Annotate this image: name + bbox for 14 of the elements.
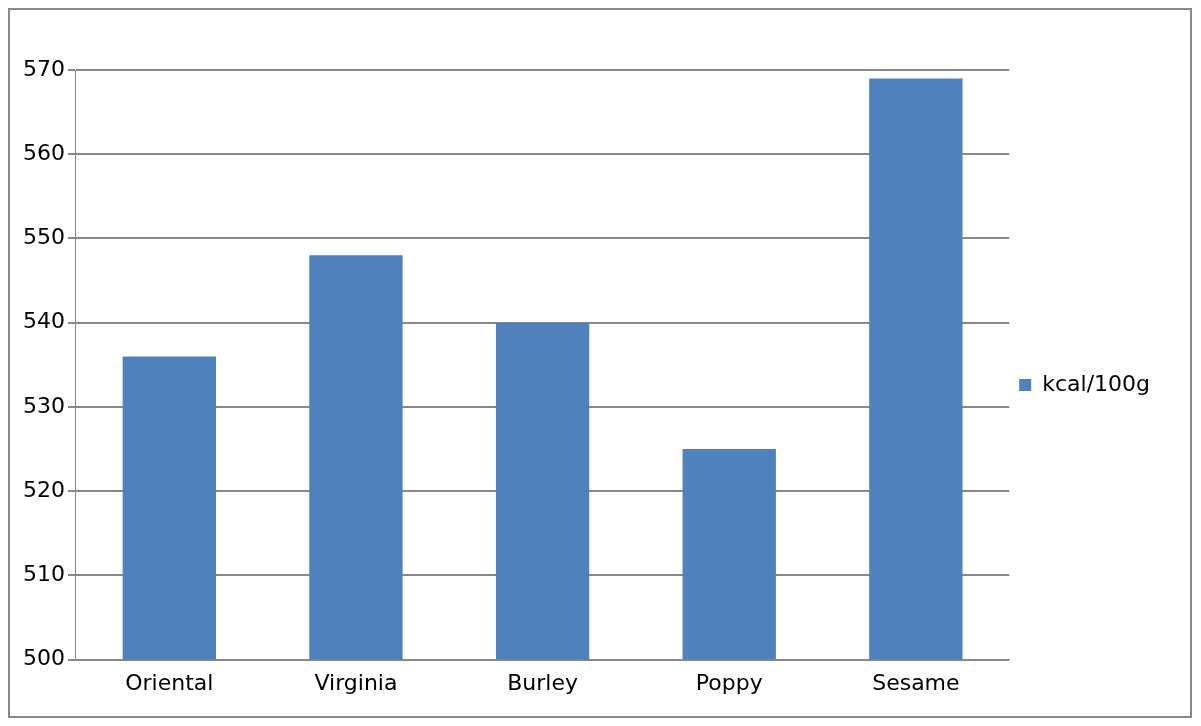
y-tick-label: 530	[22, 392, 65, 418]
y-tick-label: 570	[22, 55, 65, 81]
x-tick-label: Sesame	[872, 669, 960, 695]
legend-label: kcal/100g	[1042, 370, 1151, 396]
x-tick-label: Burley	[507, 669, 578, 695]
x-tick-label: Oriental	[125, 669, 214, 695]
x-tick-label: Virginia	[314, 669, 398, 695]
y-tick-label: 560	[22, 139, 65, 165]
y-tick-label: 520	[22, 476, 65, 502]
y-tick-label: 510	[22, 561, 65, 587]
y-tick-label: 550	[22, 224, 65, 250]
y-tick-label: 540	[22, 308, 65, 334]
y-tick-label: 500	[22, 645, 65, 671]
x-tick-label: Poppy	[695, 669, 763, 695]
